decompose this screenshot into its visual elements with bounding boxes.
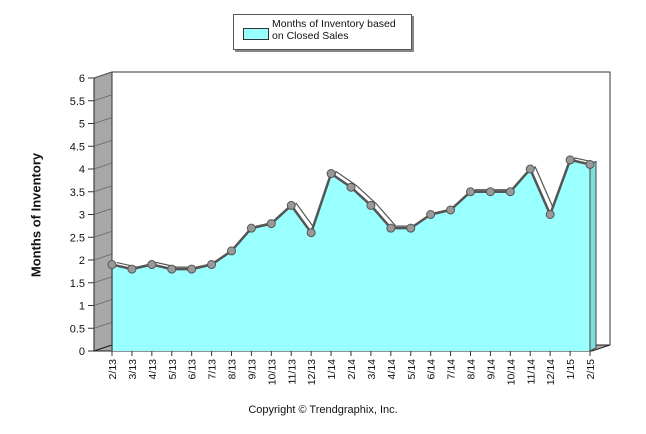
x-tick-label: 5/13	[167, 359, 179, 380]
y-axis-ticks: 0 0.5 1 1.5 2 2.5 3 3.5 4 4.5 5 5.5 6	[70, 73, 85, 358]
y-tick-label: 6	[79, 73, 85, 85]
x-tick-label: 10/13	[266, 359, 278, 385]
data-point-5-14	[406, 223, 416, 233]
x-tick-label: 11/14	[525, 359, 537, 385]
data-point-2-14	[346, 182, 356, 192]
y-gridline	[93, 208, 113, 215]
x-tick-label: 1/15	[565, 359, 577, 380]
y-tick-label: 4.5	[70, 141, 85, 153]
data-markers	[107, 155, 595, 274]
y-tick-label: 2.5	[70, 232, 85, 244]
y-tick-label: 1.5	[70, 278, 85, 290]
data-point-3-14	[366, 200, 376, 210]
data-point-6-13	[187, 264, 197, 274]
data-point-11-13	[286, 200, 296, 210]
chart-legend: Months of Inventory based on Closed Sale…	[233, 14, 412, 50]
x-tick-label: 6/13	[187, 359, 199, 380]
data-point-6-14	[426, 210, 436, 219]
x-tick-label: 6/14	[426, 359, 438, 380]
y-gridline	[93, 185, 113, 193]
data-point-2-15	[585, 159, 595, 169]
data-point-3-13	[127, 264, 137, 274]
x-tick-label: 10/14	[505, 359, 517, 385]
data-point-1-15	[565, 155, 575, 165]
y-tick-label: 2	[79, 255, 85, 267]
y-tick-label: 0	[79, 346, 85, 358]
y-gridline	[93, 162, 113, 170]
y-tick-label: 5.5	[70, 96, 85, 108]
x-tick-label: 2/14	[346, 359, 358, 380]
y-tick-label: 0.5	[70, 323, 85, 335]
x-tick-label: 9/14	[485, 359, 497, 380]
y-gridline	[93, 139, 113, 147]
x-tick-label: 12/13	[306, 359, 318, 385]
data-point-4-14	[386, 223, 396, 233]
series-side-face	[589, 160, 597, 352]
series-area-fill	[112, 159, 590, 351]
legend-label: Months of Inventory based on Closed Sale…	[272, 18, 396, 42]
x-axis-ticks: 2/13 3/13 4/13 5/13 6/13 7/13 8/13 9/13 10/13 11/…	[107, 351, 597, 385]
y-tick-label: 4	[79, 164, 85, 176]
x-tick-label: 3/13	[127, 359, 139, 380]
x-tick-label: 2/13	[107, 359, 119, 380]
data-point-10-13	[266, 219, 276, 229]
data-point-10-14	[505, 187, 515, 197]
x-tick-label: 5/14	[406, 359, 418, 380]
copyright-footer: Copyright © Trendgraphix, Inc.	[248, 404, 398, 416]
y-tick-label: 1	[79, 301, 85, 313]
data-point-8-13	[227, 246, 236, 256]
data-point-12-13	[306, 228, 316, 238]
data-point-7-14	[446, 205, 456, 215]
data-point-1-14	[326, 169, 336, 179]
data-point-12-14	[545, 210, 555, 219]
x-tick-label: 3/14	[366, 359, 378, 380]
y-tick-label: 5	[79, 119, 85, 131]
y-gridline	[93, 276, 113, 284]
y-gridline	[93, 71, 113, 79]
x-tick-label: 4/13	[147, 359, 159, 380]
x-tick-label: 7/14	[446, 359, 458, 380]
x-tick-label: 1/14	[326, 359, 338, 380]
data-point-4-13	[147, 260, 157, 270]
data-point-9-13	[246, 223, 256, 233]
y-tick-label: 3.5	[70, 187, 85, 199]
y-gridline	[93, 230, 113, 238]
y-gridline	[93, 117, 113, 124]
x-tick-label: 2/15	[585, 359, 597, 380]
y-tick-label: 3	[79, 210, 85, 222]
data-point-9-14	[485, 187, 495, 197]
y-gridlines	[88, 71, 113, 352]
y-gridline	[93, 253, 113, 261]
data-point-5-13	[167, 264, 177, 274]
x-tick-label: 12/14	[545, 359, 557, 385]
data-point-8-14	[466, 187, 475, 197]
y-gridline	[93, 299, 113, 306]
x-tick-label: 11/13	[286, 359, 298, 385]
data-point-7-13	[207, 260, 217, 270]
data-point-2-13	[107, 260, 117, 270]
y-gridline	[93, 321, 113, 329]
x-tick-label: 4/14	[386, 359, 398, 380]
y-gridline	[93, 94, 113, 102]
y-axis-title: Months of Inventory	[28, 152, 44, 278]
x-tick-label: 9/13	[246, 359, 258, 380]
data-point-11-14	[525, 164, 535, 174]
x-tick-label: 8/13	[227, 359, 239, 380]
x-tick-label: 7/13	[207, 359, 219, 380]
legend-swatch	[243, 28, 269, 40]
x-tick-label: 8/14	[466, 359, 478, 380]
